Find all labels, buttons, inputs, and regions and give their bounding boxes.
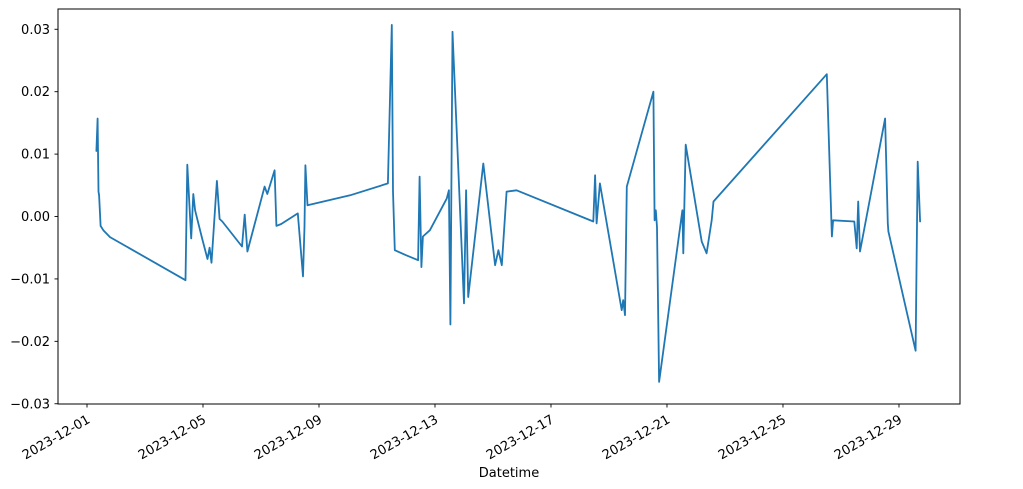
x-tick-label: 2023-12-13 (368, 412, 441, 463)
x-tick-label: 2023-12-25 (716, 412, 789, 463)
x-tick-label: 2023-12-17 (484, 412, 557, 463)
y-tick-label: −0.01 (10, 272, 50, 287)
y-tick-label: −0.03 (10, 397, 50, 412)
y-tick-label: −0.02 (10, 335, 50, 350)
x-tick-label: 2023-12-05 (136, 412, 209, 463)
x-tick-label: 2023-12-09 (252, 412, 325, 463)
y-tick-label: 0.03 (21, 23, 50, 38)
series-line (95, 24, 921, 383)
x-axis-ticks: 2023-12-01 2023-12-05 2023-12-09 2023-12-13… (20, 404, 905, 463)
y-tick-label: 0.01 (21, 148, 50, 163)
plot-background (58, 9, 960, 404)
plot-area (58, 9, 960, 404)
x-tick-label: 2023-12-21 (600, 412, 673, 463)
data-series (95, 24, 921, 383)
y-tick-label: 0.00 (21, 210, 50, 225)
axes-box (57, 8, 961, 405)
x-axis-label: Datetime (479, 466, 539, 481)
y-tick-label: 0.02 (21, 85, 50, 100)
axes-spines (57, 8, 961, 405)
x-tick-label: 2023-12-01 (20, 412, 93, 463)
y-axis-ticks: 0.03 0.02 0.01 0.00 −0.01 −0.02 −0.03 (10, 23, 58, 412)
x-tick-label: 2023-12-29 (832, 412, 905, 463)
